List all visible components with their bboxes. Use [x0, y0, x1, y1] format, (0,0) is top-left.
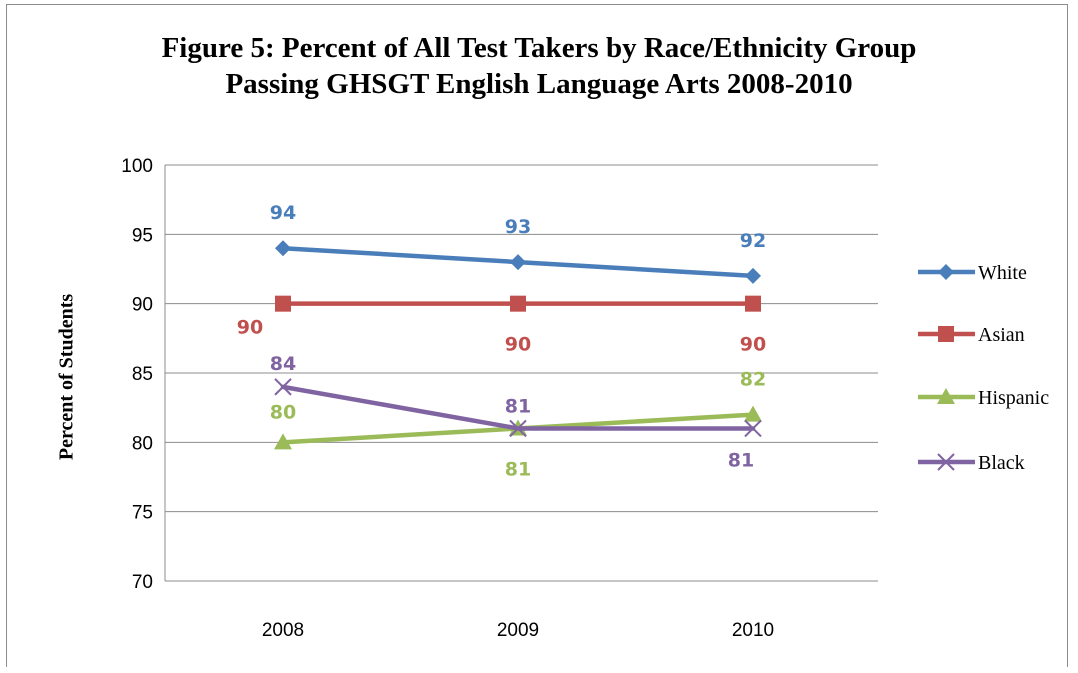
data-label-white-2008: 94 — [270, 202, 296, 224]
y-tick-label-90: 90 — [132, 295, 153, 316]
chart-frame — [6, 4, 1068, 667]
legend-marker-asian — [938, 326, 954, 342]
data-label-asian-2010: 90 — [740, 334, 766, 356]
x-tick-label-2009: 2009 — [497, 620, 539, 641]
legend-marker-black — [937, 453, 955, 471]
legend-label-hispanic: Hispanic — [978, 387, 1049, 409]
legend-marker-white — [938, 264, 954, 280]
chart-title: Figure 5: Percent of All Test Takers by … — [0, 30, 1078, 102]
point-black-2009 — [509, 419, 527, 438]
x-tick-label-2010: 2010 — [732, 620, 774, 641]
point-asian-2009 — [510, 295, 526, 312]
data-label-hispanic-2010: 82 — [740, 369, 766, 391]
data-label-hispanic-2008: 80 — [270, 401, 296, 423]
legend-label-asian: Asian — [978, 324, 1025, 346]
data-label-asian-2008: 90 — [237, 317, 263, 339]
x-tick-label-2008: 2008 — [262, 620, 304, 641]
point-white-2009 — [510, 254, 526, 271]
point-asian-2008 — [275, 295, 291, 312]
chart-title-line-2: Passing GHSGT English Language Arts 2008… — [225, 68, 853, 100]
legend-label-white: White — [978, 262, 1027, 284]
data-label-white-2009: 93 — [505, 216, 531, 238]
point-hispanic-2008 — [274, 433, 292, 450]
y-tick-label-70: 70 — [132, 572, 153, 593]
data-label-hispanic-2009: 81 — [505, 458, 531, 480]
point-white-2010 — [745, 267, 761, 284]
chart-title-line-1: Figure 5: Percent of All Test Takers by … — [161, 32, 917, 64]
point-asian-2010 — [745, 295, 761, 312]
point-black-2008 — [274, 378, 292, 396]
point-black-2010 — [744, 419, 762, 438]
y-tick-label-75: 75 — [132, 503, 153, 524]
point-white-2008 — [275, 240, 291, 257]
y-tick-label-80: 80 — [132, 433, 153, 454]
y-tick-label-95: 95 — [132, 225, 153, 246]
data-label-black-2010: 81 — [728, 449, 754, 471]
data-label-white-2010: 92 — [740, 230, 766, 252]
legend-marker-hispanic — [937, 388, 955, 404]
y-tick-label-100: 100 — [121, 156, 153, 177]
data-label-black-2008: 84 — [270, 353, 296, 375]
y-tick-label-85: 85 — [132, 364, 153, 385]
data-label-black-2009: 81 — [505, 395, 531, 417]
legend-label-black: Black — [978, 452, 1025, 474]
point-hispanic-2010 — [744, 405, 762, 422]
data-label-asian-2009: 90 — [505, 334, 531, 356]
